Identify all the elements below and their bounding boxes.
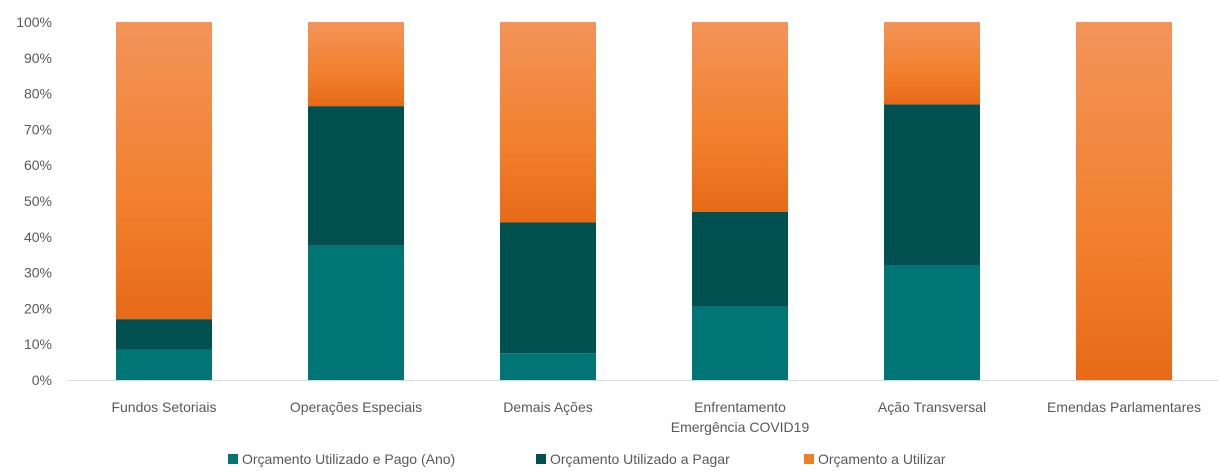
bar-segment-2-3 [500, 222, 596, 354]
legend-label-2: Orçamento Utilizado a Pagar [550, 451, 730, 467]
y-tick-label: 100% [16, 14, 52, 30]
bar-segment-2-2 [308, 106, 404, 246]
y-tick-label: 0% [32, 372, 52, 388]
category-label: Ação Transversal [878, 399, 986, 415]
category-label: Fundos Setoriais [111, 399, 216, 415]
bar-segment-1-3 [500, 353, 596, 380]
bar-segment-1-5 [884, 265, 980, 380]
y-axis: 0% 10% 20% 30% 40% 50% 60% 70% 80% 90% 100% [16, 14, 52, 388]
category-label: Emendas Parlamentares [1047, 399, 1201, 415]
y-tick-label: 70% [24, 121, 52, 137]
y-tick-label: 20% [24, 300, 52, 316]
legend-label-1: Orçamento Utilizado e Pago (Ano) [242, 451, 455, 467]
y-tick-label: 80% [24, 86, 52, 102]
legend: Orçamento Utilizado e Pago (Ano) Orçament… [228, 451, 946, 467]
legend-swatch-2 [536, 454, 546, 464]
bar-segment-2-5 [884, 104, 980, 266]
x-axis: Fundos Setoriais Operações Especiais Demai… [68, 380, 1218, 435]
bar-segment-3-4 [692, 22, 788, 212]
bar-segment-3-6 [1076, 22, 1172, 380]
y-tick-label: 30% [24, 265, 52, 281]
y-tick-label: 40% [24, 229, 52, 245]
bar-segment-3-5 [884, 22, 980, 105]
legend-label-3: Orçamento a Utilizar [818, 451, 946, 467]
bar-segment-3-2 [308, 22, 404, 107]
bars-group [116, 22, 1172, 380]
y-tick-label: 50% [24, 193, 52, 209]
bar-segment-2-4 [692, 211, 788, 307]
legend-swatch-1 [228, 454, 238, 464]
category-label: Operações Especiais [290, 399, 422, 415]
bar-segment-2-1 [116, 319, 212, 350]
y-tick-label: 10% [24, 336, 52, 352]
category-label: Enfrentamento Emergência COVID19 [671, 399, 810, 435]
y-tick-label: 90% [24, 50, 52, 66]
legend-swatch-3 [804, 454, 814, 464]
category-label: Demais Ações [503, 399, 592, 415]
bar-segment-3-1 [116, 22, 212, 320]
bar-segment-1-4 [692, 306, 788, 380]
y-tick-label: 60% [24, 157, 52, 173]
bar-segment-1-2 [308, 245, 404, 380]
bar-segment-1-1 [116, 349, 212, 380]
bar-segment-3-3 [500, 22, 596, 223]
